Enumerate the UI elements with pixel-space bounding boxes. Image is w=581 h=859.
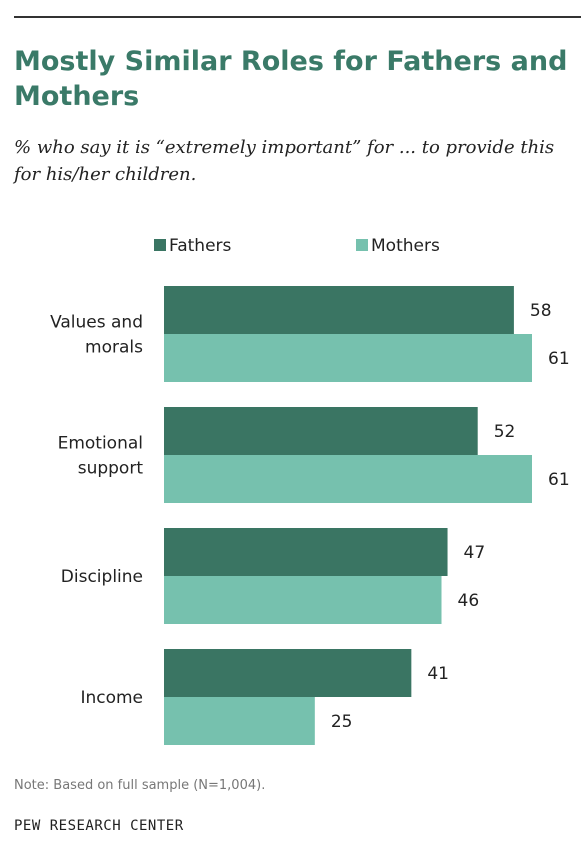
legend-swatch-fathers bbox=[154, 239, 166, 251]
bar-mothers-values-and-morals bbox=[164, 334, 532, 382]
top-rule bbox=[14, 16, 581, 18]
source-credit: PEW RESEARCH CENTER bbox=[14, 818, 184, 834]
category-label-line: support bbox=[78, 459, 144, 479]
category-label-line: Income bbox=[80, 688, 143, 708]
bar-fathers-emotional-support bbox=[164, 407, 478, 455]
category-label-line: Discipline bbox=[61, 567, 143, 587]
category-label-emotional-support: Emotional support bbox=[58, 434, 144, 479]
category-label-line: Values and bbox=[50, 313, 143, 333]
legend-item-mothers: Mothers bbox=[356, 235, 440, 257]
bar-fathers-values-and-morals bbox=[164, 286, 514, 334]
data-label-mothers-discipline: 46 bbox=[458, 591, 480, 611]
bar-chart: Values and morals 58 61 Emotional support 52 61… bbox=[50, 286, 570, 745]
legend-item-fathers: Fathers bbox=[154, 235, 231, 257]
footnote: Note: Based on full sample (N=1,004). bbox=[14, 778, 266, 793]
chart-subtitle: % who say it is “extremely important” fo… bbox=[14, 137, 555, 185]
category-label-values-and-morals: Values and morals bbox=[50, 313, 143, 358]
legend-label-fathers: Fathers bbox=[169, 236, 232, 256]
data-label-mothers-emotional-support: 61 bbox=[548, 470, 570, 490]
bar-fathers-discipline bbox=[164, 528, 448, 576]
chart-title: Mostly Similar Roles for Fathers and Mot… bbox=[14, 46, 568, 112]
bar-mothers-emotional-support bbox=[164, 455, 532, 503]
data-label-mothers-income: 25 bbox=[331, 712, 353, 732]
category-label-discipline: Discipline bbox=[61, 567, 143, 587]
bar-fathers-income bbox=[164, 649, 412, 697]
data-label-fathers-emotional-support: 52 bbox=[494, 422, 516, 442]
bar-mothers-discipline bbox=[164, 576, 442, 624]
data-label-mothers-values-and-morals: 61 bbox=[548, 349, 570, 369]
legend: Fathers Mothers bbox=[0, 235, 581, 257]
category-label-line: Emotional bbox=[58, 434, 143, 454]
data-label-fathers-discipline: 47 bbox=[464, 543, 486, 563]
bar-mothers-income bbox=[164, 697, 315, 745]
legend-label-mothers: Mothers bbox=[371, 236, 440, 256]
category-label-income: Income bbox=[80, 688, 143, 708]
data-label-fathers-values-and-morals: 58 bbox=[530, 301, 552, 321]
legend-swatch-mothers bbox=[356, 239, 368, 251]
data-label-fathers-income: 41 bbox=[427, 664, 449, 684]
category-label-line: morals bbox=[85, 338, 143, 358]
